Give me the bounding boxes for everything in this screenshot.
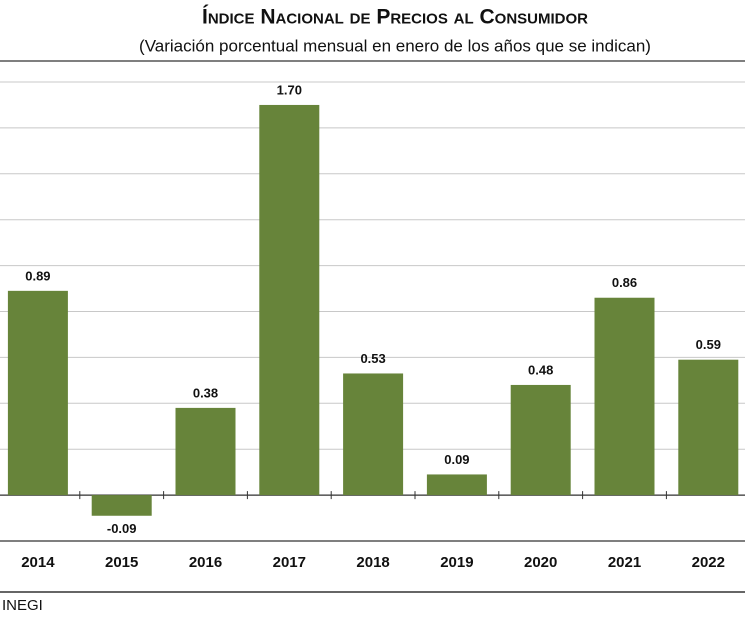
value-label: 0.48 [528,362,553,377]
bar [7,290,68,496]
x-tick-label: 2019 [440,554,473,571]
x-tick-label: 2015 [105,554,138,571]
x-tick-label: 2018 [356,554,389,571]
x-tick-label: 2016 [189,554,222,571]
bar [510,384,571,496]
x-tick-label: 2020 [524,554,557,571]
value-label: 0.09 [444,452,469,467]
bar [426,474,487,496]
x-tick-label: 2014 [21,554,55,571]
bar [343,373,404,496]
value-label: 0.89 [25,268,50,283]
bar [259,104,320,496]
bar [678,359,739,496]
bar [594,297,655,496]
value-label: -0.09 [107,521,137,536]
chart-title: Índice Nacional de Precios al Consumidor [202,6,588,29]
chart-subtitle: (Variación porcentual mensual en enero d… [139,36,651,55]
value-label: 0.86 [612,275,637,290]
x-tick-label: 2021 [608,554,641,571]
value-label: 1.70 [277,82,302,97]
value-label: 0.38 [193,385,218,400]
bar [175,407,236,496]
source: INEGI [2,597,43,614]
value-label: 0.53 [360,351,385,366]
value-label: 0.59 [696,337,721,352]
x-tick-label: 2022 [692,554,725,571]
x-tick-label: 2017 [273,554,306,571]
bar [91,495,152,516]
